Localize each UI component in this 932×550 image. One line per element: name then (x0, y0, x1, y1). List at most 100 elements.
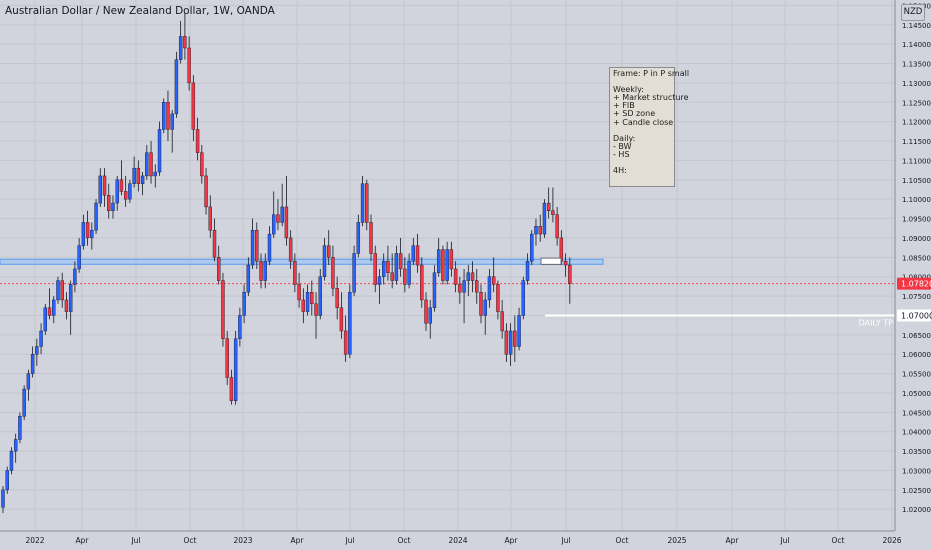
candle-body-up (382, 260, 386, 277)
time-tick-label: Oct (616, 536, 629, 545)
price-tick-label: 1.12500 (902, 99, 931, 107)
candle (555, 206, 559, 246)
candle-body-down (293, 260, 297, 285)
candle (191, 75, 196, 142)
price-box-marker[interactable] (540, 257, 562, 265)
price-tick-label: 1.13000 (902, 80, 931, 88)
candle-body-down (479, 291, 483, 316)
candle (301, 288, 306, 324)
candle-body-down (403, 268, 407, 285)
candle (428, 299, 432, 339)
candle (128, 179, 132, 204)
time-tick-label: 2024 (448, 536, 467, 545)
candle (242, 284, 246, 324)
candle (90, 222, 94, 250)
candle-body-down (60, 280, 64, 301)
candle (305, 284, 310, 316)
candle (525, 253, 530, 285)
candle (145, 144, 149, 180)
candle (288, 230, 293, 269)
strategy-note[interactable]: Frame: P in P small Weekly: + Market str… (609, 67, 689, 187)
candle-body-down (546, 202, 551, 212)
candle (204, 168, 208, 215)
candle (373, 245, 377, 293)
time-tick-label: Jul (344, 536, 354, 545)
target-price-badge: 1.07000 (897, 309, 932, 322)
candle-body-down (390, 272, 394, 281)
price-tick-label: 1.13500 (902, 61, 931, 69)
price-axis[interactable] (895, 0, 932, 531)
candle-body-up (153, 171, 157, 177)
price-tick-label: 1.11500 (902, 138, 931, 146)
candle (360, 175, 365, 227)
price-tick-label: 1.03000 (902, 467, 931, 475)
candle (149, 141, 153, 184)
candle-body-up (356, 222, 361, 254)
candle-body-up (263, 260, 267, 281)
candle (85, 210, 90, 246)
candle-body-up (52, 299, 56, 316)
candle (5, 466, 9, 494)
candle (170, 110, 174, 153)
candle (195, 117, 200, 161)
candle-body-up (13, 439, 18, 452)
candle-body-down (458, 284, 462, 293)
candle-body-up (377, 276, 382, 285)
candle (60, 272, 64, 308)
candle-body-down (191, 82, 196, 130)
candle-body-up (517, 315, 521, 347)
candle (166, 90, 170, 142)
candle-body-up (238, 315, 242, 339)
candle-body-down (225, 338, 229, 378)
candle (504, 323, 509, 362)
candle-body-down (424, 299, 428, 324)
candle-body-up (466, 272, 470, 281)
currency-button[interactable]: NZD (901, 4, 925, 21)
candle (420, 257, 424, 308)
candle (111, 195, 115, 219)
time-tick-label: Jul (130, 536, 140, 545)
candle-body-up (487, 276, 492, 301)
candle (77, 237, 81, 273)
candle-body-down (123, 191, 128, 200)
candle (22, 385, 26, 421)
candles (1, 13, 572, 514)
candle-body-up (162, 102, 166, 130)
candle-body-down (259, 260, 263, 281)
candle-body-up (267, 233, 272, 262)
candle-body-down (288, 237, 293, 262)
candle (462, 268, 466, 324)
candle (424, 292, 428, 331)
time-tick-label: Jul (779, 536, 789, 545)
candle (310, 280, 314, 316)
candle-body-up (242, 291, 246, 316)
candle-body-up (132, 167, 136, 184)
candle (445, 241, 449, 285)
candle (563, 253, 568, 277)
candle (293, 253, 297, 293)
candle (140, 172, 145, 196)
candle (398, 237, 403, 277)
price-tick-label: 1.10500 (902, 177, 931, 185)
supply-demand-zone[interactable] (0, 258, 604, 265)
candle-body-up (90, 229, 94, 239)
candle-body-up (145, 152, 149, 177)
candle-body-down (563, 260, 568, 266)
candle (335, 276, 339, 320)
candle (13, 433, 18, 463)
candle (43, 303, 47, 335)
candle-body-up (428, 307, 432, 324)
candle-body-down (301, 299, 306, 312)
candle (407, 253, 411, 289)
candle-body-down (365, 183, 369, 223)
candle (26, 369, 31, 401)
candle (496, 280, 500, 320)
price-tick-label: 1.04500 (902, 409, 931, 417)
candle-body-down (212, 229, 217, 258)
candle-body-down (284, 206, 289, 239)
time-tick-label: Apr (76, 536, 90, 545)
time-axis[interactable] (0, 531, 932, 550)
price-tick-label: 1.03500 (902, 448, 931, 456)
time-tick-label: Oct (398, 536, 411, 545)
